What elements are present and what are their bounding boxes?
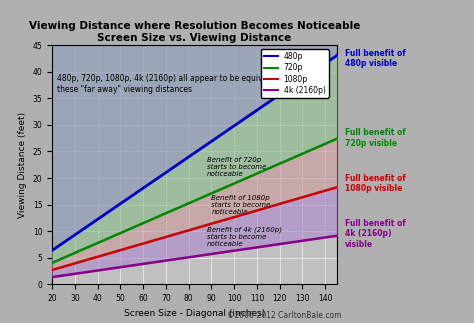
Title: Viewing Distance where Resolution Becomes Noticeable
Screen Size vs. Viewing Dis: Viewing Distance where Resolution Become… xyxy=(28,21,360,43)
Text: Full benefit of
480p visible: Full benefit of 480p visible xyxy=(345,49,406,68)
X-axis label: Screen Size - Diagonal (inches): Screen Size - Diagonal (inches) xyxy=(124,308,265,318)
Text: Benefit of 1080p
starts to become
noticeable: Benefit of 1080p starts to become notice… xyxy=(211,194,271,214)
Text: Benefit of 4k (2160p)
starts to become
noticeable: Benefit of 4k (2160p) starts to become n… xyxy=(207,226,282,247)
Text: Full benefit of
720p visible: Full benefit of 720p visible xyxy=(345,129,406,148)
Text: Full benefit of
4k (2160p)
visible: Full benefit of 4k (2160p) visible xyxy=(345,219,406,249)
Text: Full benefit of
1080p visible: Full benefit of 1080p visible xyxy=(345,174,406,193)
Text: ©2006-2012 CarltonBale.com: ©2006-2012 CarltonBale.com xyxy=(227,311,341,320)
Y-axis label: Viewing Distance (feet): Viewing Distance (feet) xyxy=(18,112,27,218)
Text: Benefit of 720p
starts to become
noticeable: Benefit of 720p starts to become noticea… xyxy=(207,157,266,177)
Legend: 480p, 720p, 1080p, 4k (2160p): 480p, 720p, 1080p, 4k (2160p) xyxy=(261,49,328,98)
Text: 480p, 720p, 1080p, 4k (2160p) all appear to be equivalent at
these "far away" vi: 480p, 720p, 1080p, 4k (2160p) all appear… xyxy=(57,74,292,94)
